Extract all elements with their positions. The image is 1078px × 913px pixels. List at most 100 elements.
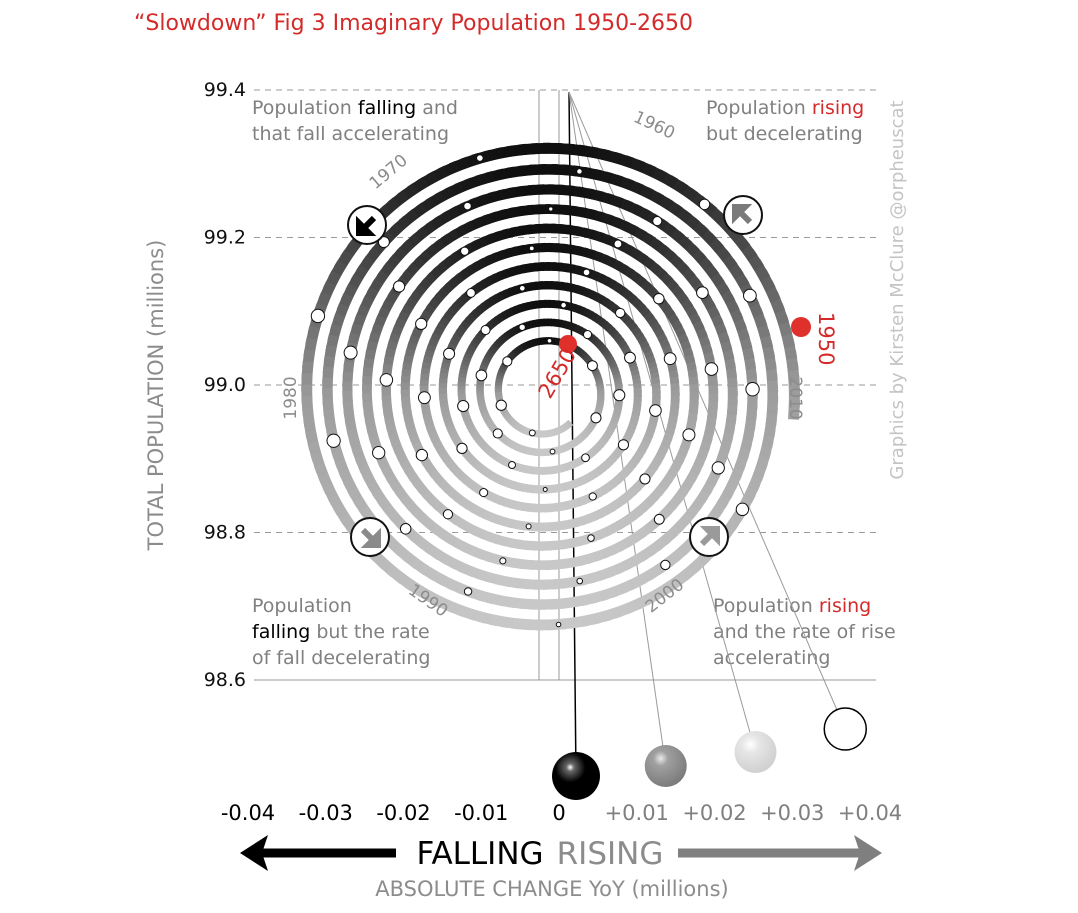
year-dot [467,289,476,298]
year-dot [683,429,695,441]
year-dot [500,558,506,564]
year-dot [582,454,590,462]
x-tick-label: 0 [552,801,565,825]
year-dot [591,413,601,423]
year-dot [443,510,452,519]
year-dot [529,246,534,251]
quadrant-caption-bottom-left: Population falling but the rate of fall de… [252,595,430,669]
year-dot [481,326,490,335]
year-dot [616,308,625,317]
year-dot [457,443,467,453]
year-dot [712,462,724,474]
y-tick-label: 99.4 [204,79,246,101]
x-tick-label: -0.04 [221,801,275,825]
year-dot [311,309,324,322]
year-dot [650,405,662,417]
year-dot [549,207,553,211]
quadrant-caption-line: Population [252,595,352,617]
year-dot [503,357,512,366]
year-dot [458,401,469,412]
y-tick-label: 99.2 [204,227,246,249]
quadrant-caption-line: Population falling and [252,97,458,119]
year-dot [418,392,430,404]
year-dot [664,353,676,365]
year-dot [661,560,670,569]
year-dot [550,449,555,454]
year-dot [587,361,597,371]
year-dot [393,281,404,292]
x-tick-label: +0.04 [838,801,902,825]
y-axis-label: TOTAL POPULATION (millions) [144,240,168,552]
y-tick-label: 98.8 [204,522,246,544]
year-dot [561,302,567,308]
end-year-label: 2650 [534,344,582,402]
quadrant-caption-top-left: Population falling and that fall accelera… [252,97,458,145]
year-dot [509,462,516,469]
year-dot [654,293,664,303]
year-dot [327,434,340,447]
y-tick-label: 98.6 [204,669,246,691]
year-dot [744,289,757,302]
quadrant-caption-line: that fall accelerating [252,123,449,145]
x-tick-label: -0.02 [376,801,430,825]
x-tick-label: +0.02 [682,801,746,825]
year-dot [373,447,385,459]
arrow-down-left-icon [348,206,386,244]
start-marker [791,317,811,337]
year-dot [461,247,469,255]
year-dot [697,287,709,299]
x-tick-label: +0.01 [605,801,669,825]
year-dot [736,503,748,515]
quadrant-caption-line: of fall decelerating [252,647,430,669]
x-tick-label: +0.03 [760,801,824,825]
year-label: 1960 [630,107,678,143]
year-dot [344,346,357,359]
year-dot [444,348,455,359]
arrow-up-right-icon [690,518,728,556]
quadrant-caption-line: falling but the rate [252,621,430,643]
start-year-label: 1950 [814,312,838,365]
y-tick-label: 99.0 [204,374,246,396]
year-dot [589,493,596,500]
year-dot [705,363,718,376]
year-dot [543,487,547,491]
quadrant-caption-line: and the rate of rise [713,621,896,643]
falling-arrow-icon [240,835,396,871]
year-dot [416,318,427,329]
year-dot [547,338,552,343]
year-dot [380,374,393,387]
year-dot [653,217,662,226]
year-dot [477,155,484,162]
spiral-segment [569,422,571,424]
year-dot [583,330,591,338]
quadrant-caption-top-right: Population rising but decelerating [706,97,864,145]
x-tick-label: -0.01 [454,801,508,825]
y-tick-labels: 98.6 98.8 99.0 99.2 99.4 [204,79,246,691]
year-dot [614,240,622,248]
year-dot [746,383,759,396]
year-dot [526,524,531,529]
legend-ball [645,745,687,787]
quadrant-caption-line: but decelerating [706,123,863,145]
year-dot [496,400,506,410]
year-dot [577,578,583,584]
year-dot [476,370,487,381]
x-axis-label: ABSOLUTE CHANGE YoY (millions) [375,877,728,901]
year-dot [416,449,427,460]
year-dot [529,430,535,436]
legend-ball [824,708,866,750]
year-dot [625,352,636,363]
legend-ball [735,731,777,773]
year-label: 2010 [785,376,805,419]
year-dot [464,588,471,595]
year-dot [493,429,502,438]
rising-label: RISING [557,836,664,872]
year-dot [464,202,472,210]
year-label: 1980 [281,376,301,419]
quadrant-caption-line: Population rising [706,97,864,119]
year-dot [556,622,561,627]
year-dot [618,440,628,450]
